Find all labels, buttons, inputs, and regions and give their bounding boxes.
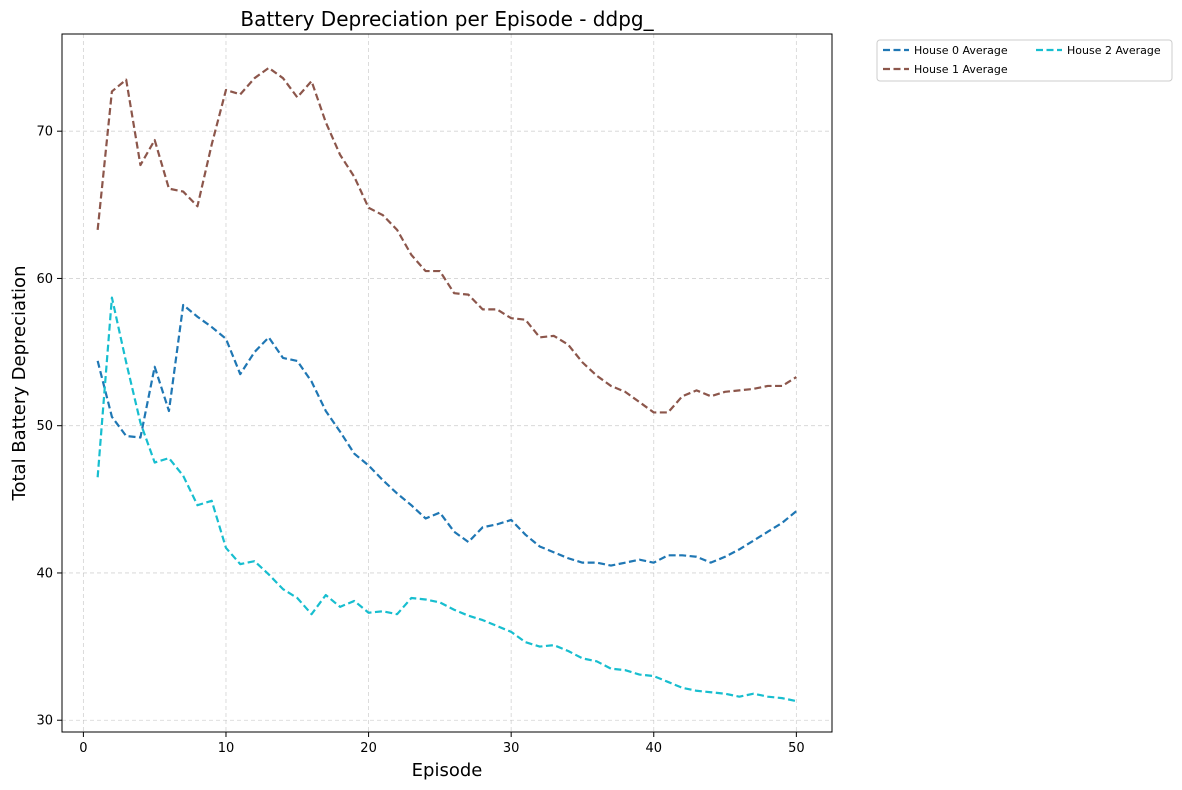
legend-label-house-1: House 1 Average <box>914 63 1008 76</box>
y-tick-label: 70 <box>36 125 53 140</box>
y-tick-label: 40 <box>36 566 53 581</box>
axis-ticks: 0 10 20 30 40 50 30 40 50 60 70 <box>36 125 804 756</box>
series-line-house-1 <box>96 66 797 414</box>
legend-label-house-2: House 2 Average <box>1067 44 1161 57</box>
axes-frame <box>61 33 833 733</box>
x-tick-label: 20 <box>360 741 377 756</box>
grid <box>62 34 832 732</box>
chart-title: Battery Depreciation per Episode - ddpg_ <box>240 7 654 31</box>
plot-area <box>96 66 798 703</box>
y-tick-label: 30 <box>36 714 53 729</box>
legend-box <box>876 39 1173 82</box>
x-tick-label: 10 <box>218 741 235 756</box>
series-line-house-0 <box>96 303 798 567</box>
x-tick-label: 30 <box>503 741 520 756</box>
y-tick-label: 50 <box>36 419 53 434</box>
legend: House 0 Average House 1 Average House 2 Av… <box>876 39 1173 82</box>
y-axis-label: Total Battery Depreciation <box>9 266 30 502</box>
x-tick-label: 50 <box>788 741 805 756</box>
series-line-house-2 <box>96 296 797 703</box>
legend-label-house-0: House 0 Average <box>914 44 1008 57</box>
x-axis-label: Episode <box>412 760 483 781</box>
x-tick-label: 0 <box>79 741 87 756</box>
y-tick-label: 60 <box>36 272 53 287</box>
x-tick-label: 40 <box>645 741 662 756</box>
